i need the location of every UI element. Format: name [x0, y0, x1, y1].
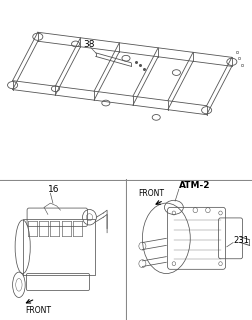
Text: 38: 38	[83, 40, 95, 49]
Text: ATM-2: ATM-2	[179, 181, 210, 190]
Text: 16: 16	[48, 185, 59, 194]
FancyArrowPatch shape	[156, 201, 161, 204]
FancyArrowPatch shape	[26, 300, 33, 303]
Text: FRONT: FRONT	[25, 306, 51, 315]
Text: FRONT: FRONT	[139, 189, 165, 198]
Text: 231: 231	[233, 236, 249, 244]
